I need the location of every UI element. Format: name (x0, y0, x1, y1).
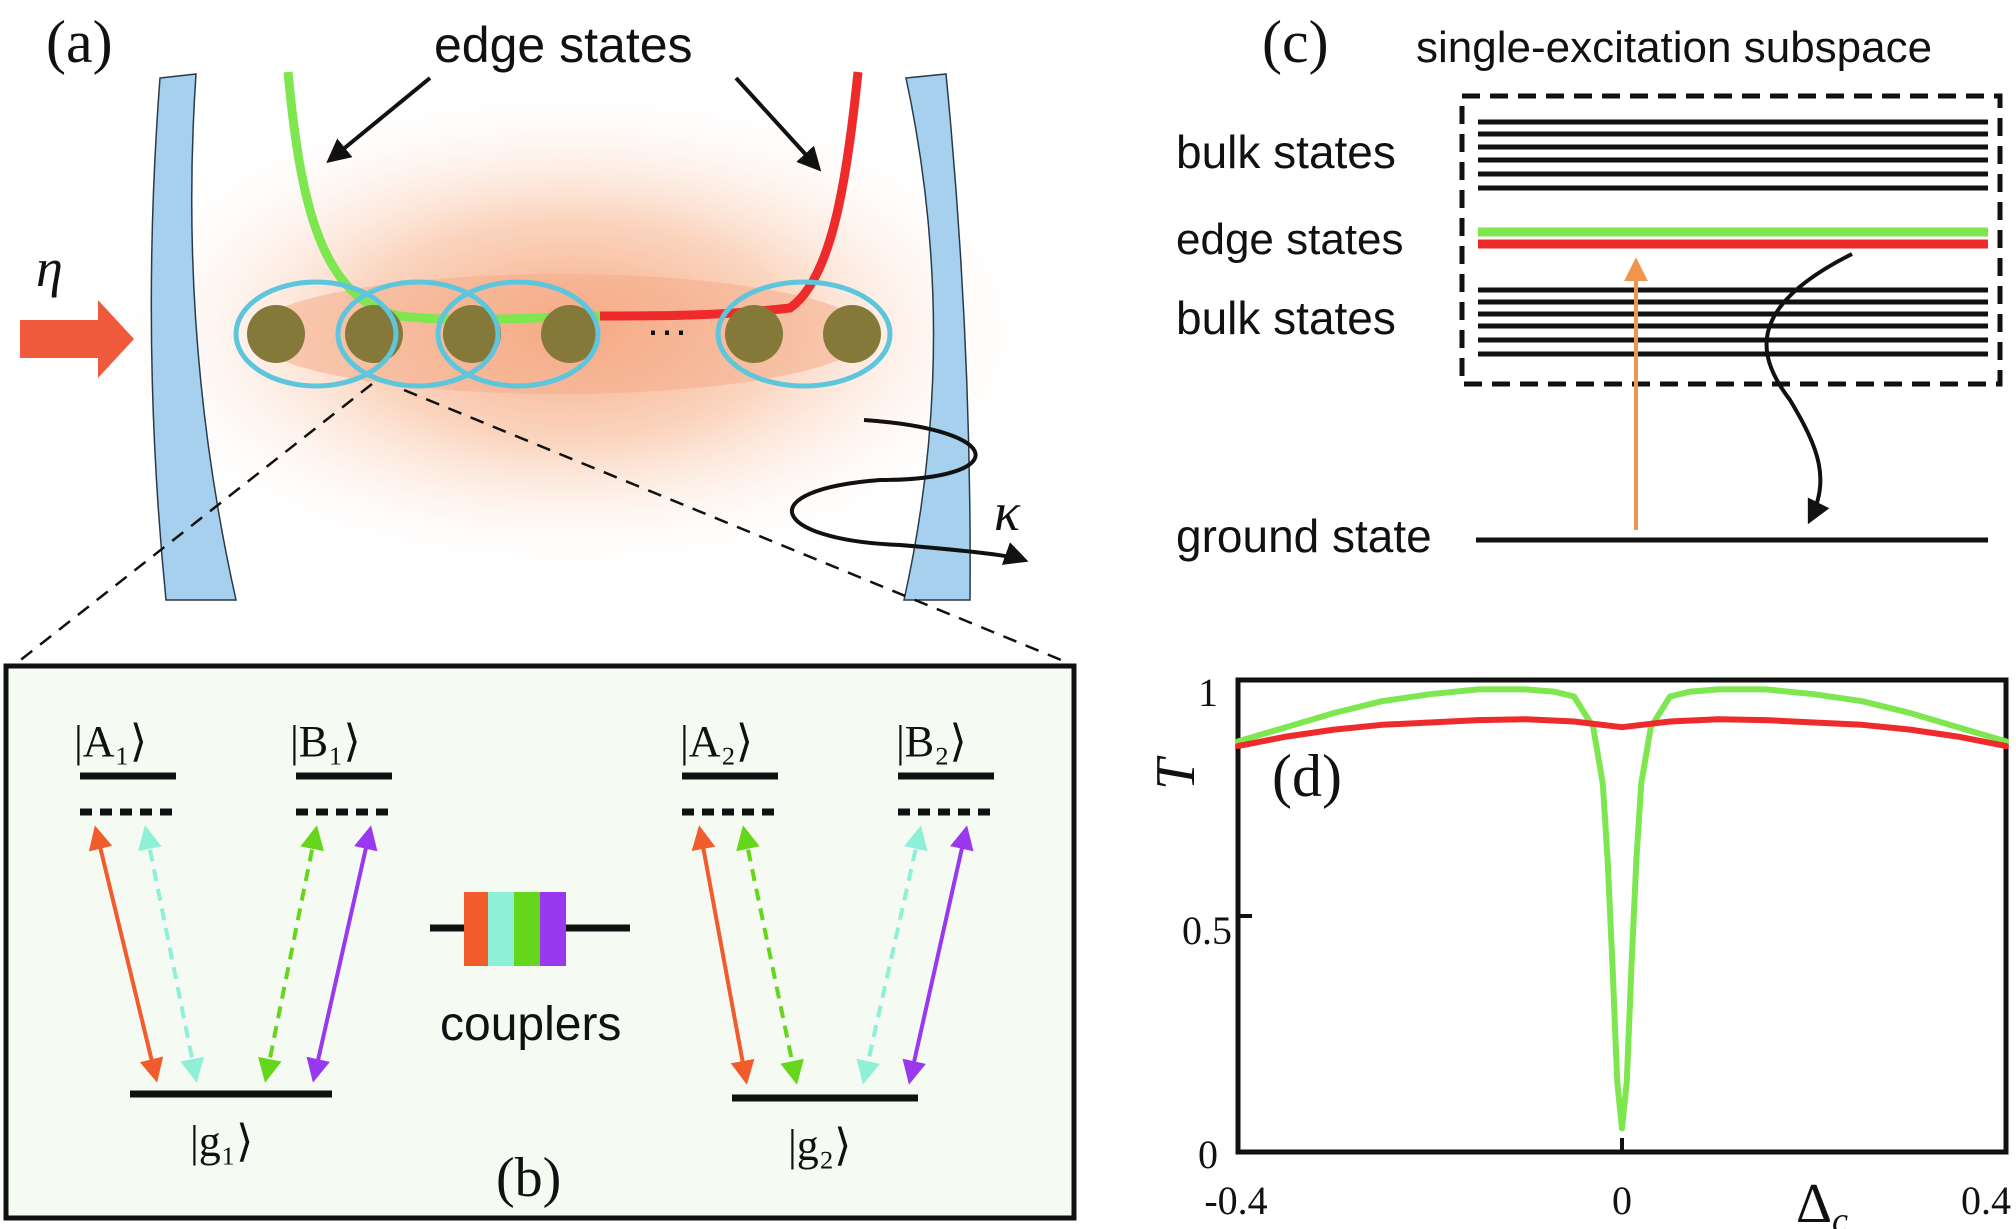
coupler-stripe (540, 892, 566, 966)
decay-wave (790, 418, 1029, 565)
drive-symbol: η (36, 238, 63, 298)
y-tick-label-1: 1 (1198, 670, 1218, 715)
atom (345, 305, 403, 363)
plot-frame (1235, 677, 2009, 1155)
level-A2-label: |A₂⟩ (680, 717, 753, 766)
zoom-line-left (17, 383, 373, 663)
panel-d-label: (d) (1272, 743, 1342, 809)
bulk-states-upper-label: bulk states (1176, 126, 1396, 178)
panel-b-label: (b) (496, 1147, 561, 1209)
coupler-stripe (488, 892, 514, 966)
transition-arrow (902, 825, 974, 1085)
right-mirror (903, 73, 971, 601)
coupler-stripe (464, 892, 488, 966)
transition-arrow (306, 825, 378, 1083)
x-tick-label-zero: 0 (1612, 1178, 1632, 1223)
atom (541, 305, 599, 363)
transition-arrow (736, 825, 804, 1085)
series-layer (1235, 686, 2009, 1132)
panel-a: η (a) edge states ··· κ (17, 9, 1067, 664)
coupler-stripe (514, 892, 540, 966)
panel-a-label: (a) (46, 9, 113, 75)
unit-cell-ellipse (715, 279, 893, 389)
edge-states-c-label: edge states (1176, 215, 1404, 264)
panel-d: 0 0.5 1 -0.4 0 0.4 T Δc (d) (1145, 670, 2011, 1229)
atom (823, 305, 881, 363)
edge-pointer-right (734, 76, 822, 172)
decay-symbol: κ (994, 482, 1021, 542)
series-line-1 (1235, 686, 2009, 1132)
atom-chain-ellipsis: ··· (646, 306, 688, 353)
right-edge-state-curve (599, 71, 863, 321)
y-tick-label-half: 0.5 (1182, 908, 1232, 953)
bulk-states-lower-label: bulk states (1176, 292, 1396, 344)
drive-arrow-icon (20, 300, 134, 378)
left-mirror (150, 73, 237, 601)
unit-cell-ellipse (335, 279, 501, 389)
panel-b: |A₁⟩ |B₁⟩ |g₁⟩ couplers |A₂⟩ |B₂⟩ |g₂⟩ (… (3, 663, 1077, 1221)
atom (443, 305, 501, 363)
atom (725, 305, 783, 363)
series-line-2 (1235, 716, 2009, 750)
subspace-title: single-excitation subspace (1416, 23, 1932, 72)
panel-c: (c) single-excitation subspace bulk stat… (1176, 9, 2003, 562)
transition-arrow (138, 825, 204, 1083)
y-tick-label-0: 0 (1198, 1132, 1218, 1177)
y-axis-label: T (1145, 755, 1207, 790)
subspace-box (1459, 93, 2003, 387)
atom (247, 305, 305, 363)
level-g1-label: |g₁⟩ (190, 1117, 253, 1166)
ground-state-label: ground state (1176, 510, 1432, 562)
level-B1-label: |B₁⟩ (290, 717, 361, 766)
edge-pointer-left (326, 76, 432, 164)
panel-c-label: (c) (1262, 9, 1329, 75)
x-tick-label-max: 0.4 (1961, 1178, 2011, 1223)
level-g2-label: |g₂⟩ (788, 1121, 851, 1170)
decay-path (1764, 252, 1853, 525)
level-B2-label: |B₂⟩ (896, 717, 967, 766)
couplers-label: couplers (440, 998, 621, 1051)
unit-cell-ellipse (435, 279, 601, 389)
level-A1-label: |A₁⟩ (74, 717, 147, 766)
unit-cell-ellipse (233, 279, 399, 389)
x-axis-label: Δc (1796, 1173, 1848, 1229)
edge-states-label: edge states (434, 17, 693, 73)
x-tick-label-min: -0.4 (1204, 1178, 1267, 1223)
tick-marks (1238, 914, 1624, 1152)
